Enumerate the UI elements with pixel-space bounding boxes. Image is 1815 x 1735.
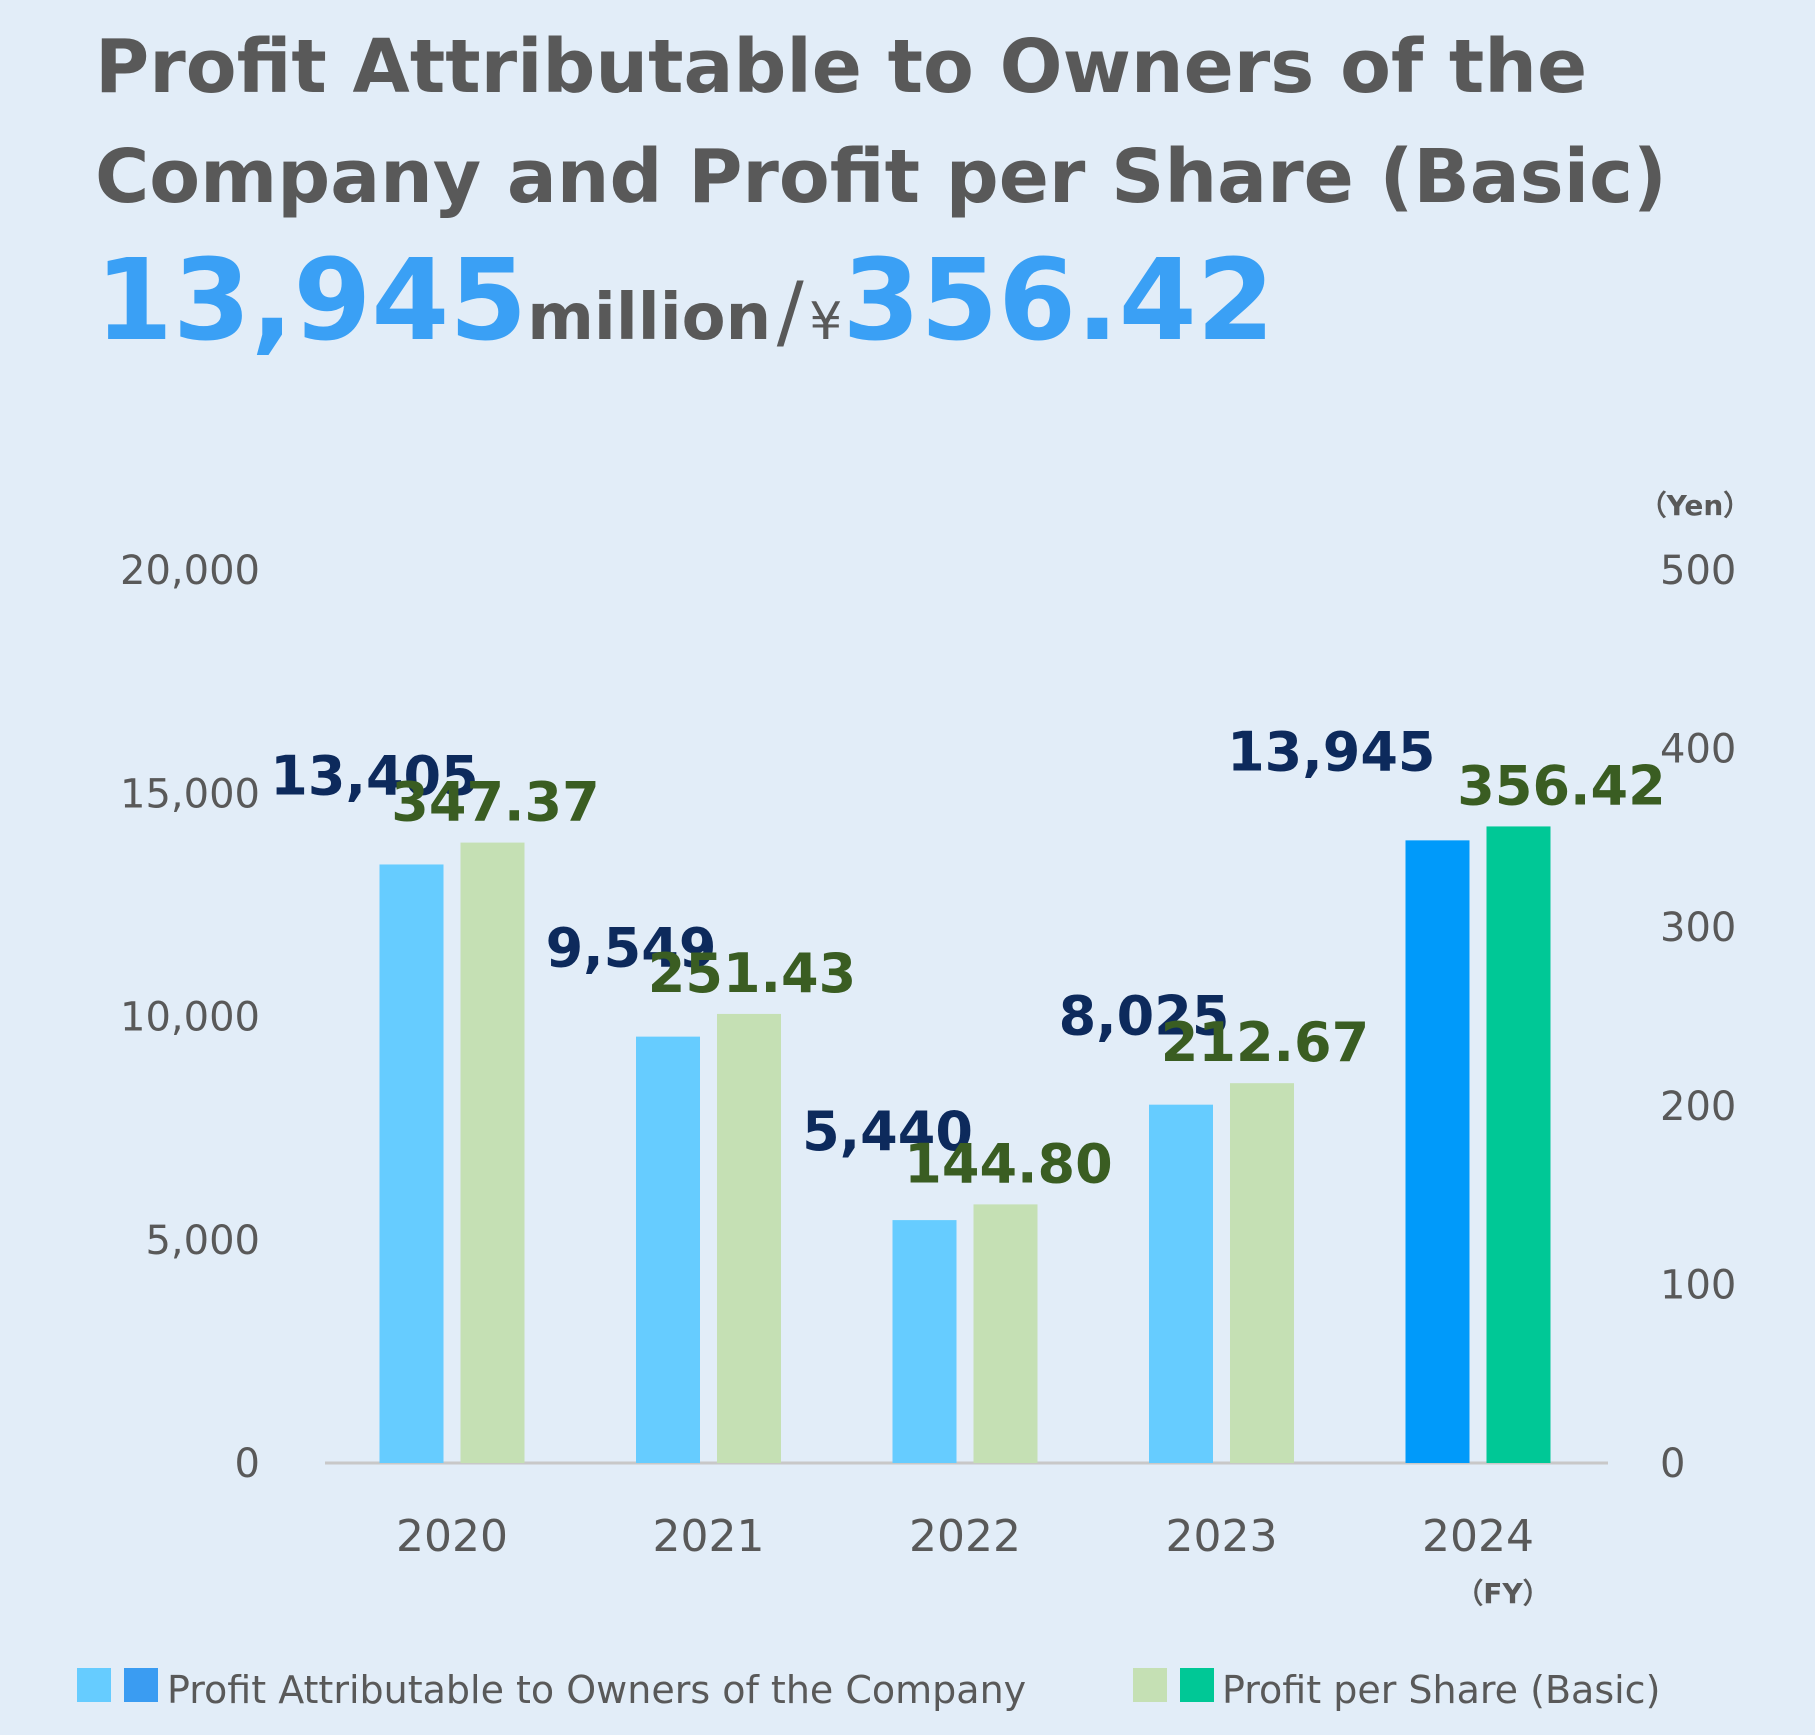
right-axis-tick: 400 <box>1660 727 1736 773</box>
right-axis-tick: 300 <box>1660 905 1736 951</box>
bar-profit-2020 <box>379 864 444 1463</box>
right-axis-tick: 500 <box>1660 548 1736 594</box>
left-axis-tick: 15,000 <box>120 771 260 817</box>
bar-profit-2022 <box>892 1220 957 1463</box>
bar-eps-2021 <box>717 1013 781 1463</box>
headline-figures: 13,945million / ¥356.42 <box>95 236 1275 376</box>
legend: Profit Attributable to Owners of the Com… <box>77 1668 1660 1712</box>
right-axis-tick: 100 <box>1660 1262 1736 1308</box>
bar-profit-2024 <box>1405 840 1470 1463</box>
chart-title: Profit Attributable to Owners of the Com… <box>95 24 1667 220</box>
data-label-eps-2020: 347.37 <box>391 771 599 834</box>
legend-swatch-profit <box>77 1668 111 1702</box>
data-label-profit-2020: 13,405 <box>270 744 478 807</box>
category-label-2020: 2020 <box>396 1511 508 1562</box>
data-label-profit-2024: 13,945 <box>1227 720 1435 783</box>
headline-separator: / <box>776 265 804 358</box>
category-label-2024: 2024 <box>1422 1511 1534 1562</box>
x-axis-unit-label: （FY） <box>1455 1577 1550 1610</box>
category-label-2022: 2022 <box>909 1511 1021 1562</box>
data-label-eps-2022: 144.80 <box>904 1132 1112 1195</box>
bar-eps-2024 <box>1486 826 1551 1463</box>
bar-eps-2023 <box>1230 1083 1294 1463</box>
headline-eps-value: 356.42 <box>842 236 1275 366</box>
right-axis-tick: 200 <box>1660 1084 1736 1130</box>
headline-yen-symbol: ¥ <box>809 292 843 352</box>
bar-eps-2020 <box>460 842 525 1463</box>
data-label-profit-2021: 9,549 <box>546 917 717 980</box>
data-label-profit-2022: 5,440 <box>802 1100 973 1163</box>
data-label-profit-2023: 8,025 <box>1059 985 1230 1048</box>
right-axis-unit-label: （Yen） <box>1639 489 1752 522</box>
legend-swatch-eps <box>1133 1668 1167 1702</box>
category-label-2021: 2021 <box>653 1511 765 1562</box>
left-axis-tick: 0 <box>235 1441 260 1487</box>
data-label-eps-2023: 212.67 <box>1161 1011 1369 1074</box>
bar-eps-2022 <box>973 1204 1038 1463</box>
legend-swatch-profit-highlight <box>124 1668 158 1702</box>
bar-profit-2021 <box>636 1036 700 1463</box>
headline-profit-unit: million <box>527 281 772 355</box>
bar-profit-2023 <box>1149 1104 1213 1463</box>
legend-label-profit: Profit Attributable to Owners of the Com… <box>167 1668 1026 1712</box>
left-axis-tick: 10,000 <box>120 995 260 1041</box>
category-label-2023: 2023 <box>1166 1511 1278 1562</box>
legend-label-eps: Profit per Share (Basic) <box>1222 1668 1660 1712</box>
right-axis-tick: 0 <box>1660 1441 1685 1487</box>
data-label-eps-2021: 251.43 <box>648 942 856 1005</box>
headline-profit-value: 13,945 <box>95 236 528 366</box>
legend-swatch-eps-highlight <box>1180 1668 1214 1702</box>
left-axis-tick: 5,000 <box>145 1218 260 1264</box>
data-label-eps-2024: 356.42 <box>1457 754 1665 817</box>
left-axis-tick: 20,000 <box>120 548 260 594</box>
